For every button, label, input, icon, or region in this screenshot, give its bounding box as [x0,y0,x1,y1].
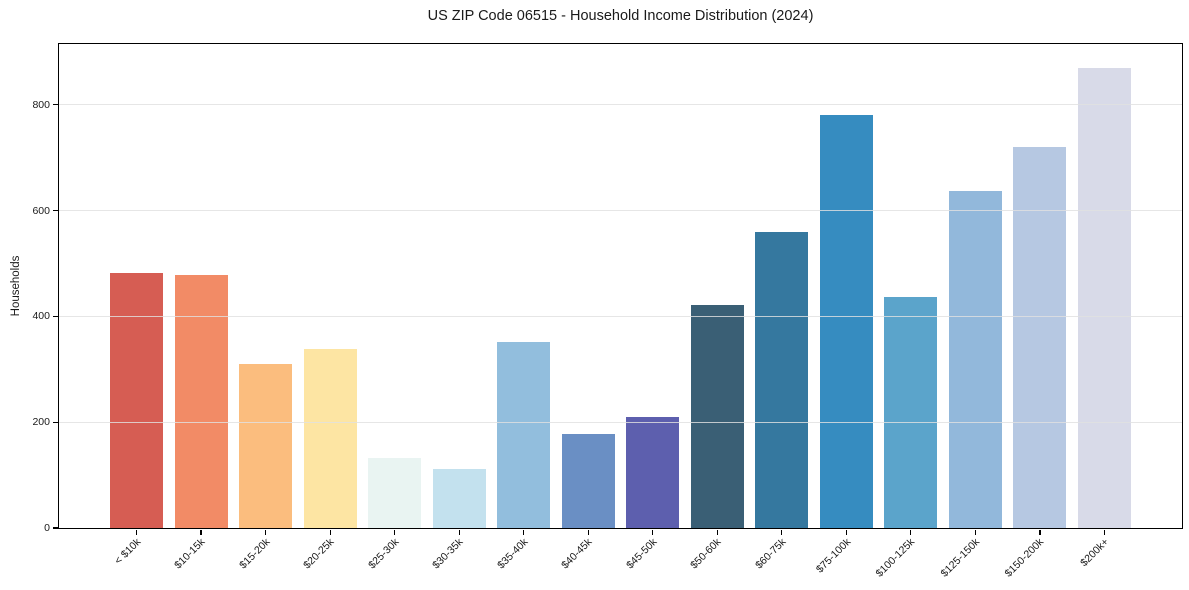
chart-title: US ZIP Code 06515 - Household Income Dis… [427,8,814,24]
x-tick-label: $45-50k [623,536,660,572]
bar [690,304,744,528]
x-tick-label: $60-75k [753,536,789,572]
x-tick [974,529,977,535]
x-tick [910,529,912,535]
bar [755,231,809,528]
x-tick-label: $150-200k [1002,536,1047,580]
gridline [59,315,1182,317]
bar [174,274,228,528]
x-tick [264,529,267,535]
bar [303,348,357,528]
x-tick [329,529,331,535]
x-tick-label: $25-30k [365,536,402,572]
x-tick [1103,529,1106,535]
x-tick [587,529,589,535]
gridline [59,104,1182,106]
bar [561,433,615,528]
x-tick [845,529,847,535]
x-tick-label: $200k+ [1077,536,1111,570]
x-tick-label: $10-15k [172,536,208,572]
x-tick [523,529,525,535]
gridline [59,421,1182,423]
y-tick-label: 600 [32,204,50,217]
bar [368,457,422,528]
x-tick-label: < $10k [111,536,143,567]
x-tick [458,529,460,535]
x-tick-label: $125-150k [938,536,982,580]
bar [819,114,873,528]
bar [626,417,680,528]
x-tick-label: $35-40k [494,536,531,572]
x-tick [394,529,396,535]
bar [110,273,163,528]
x-tick-label: $15-20k [236,536,273,572]
y-tick [52,315,58,317]
bar [432,468,486,528]
y-axis-label: Households [10,255,22,317]
gridline [59,210,1182,212]
plot-area: < $10k $10-15k $15-20k $20-25k $25-30k $30-35… [32,43,1183,580]
x-tick-label: $40-45k [559,536,595,572]
x-tick [652,529,654,535]
bar [1078,67,1131,528]
bar [239,364,293,528]
y-tick-label: 400 [32,310,50,323]
x-tick [716,529,718,535]
x-tick-label: $75-100k [813,536,853,576]
bar [884,297,938,528]
y-tick [52,421,58,423]
y-tick [52,210,58,212]
x-tick-label: $20-25k [301,536,337,572]
y-tick-label: 200 [32,415,50,428]
x-tick-label: $30-35k [430,536,466,572]
y-tick-label: 0 [44,521,50,534]
y-tick [52,527,58,529]
y-tick-label: 800 [32,98,50,111]
x-tick [781,529,783,535]
bar [497,341,551,528]
y-tick [52,104,58,106]
x-tick [1039,529,1041,535]
bar [948,190,1002,528]
x-tick-label: $50-60k [688,536,724,572]
x-tick-label: $100-125k [873,536,918,580]
x-tick [200,529,202,535]
bar [1013,147,1067,528]
x-tick [135,529,138,535]
